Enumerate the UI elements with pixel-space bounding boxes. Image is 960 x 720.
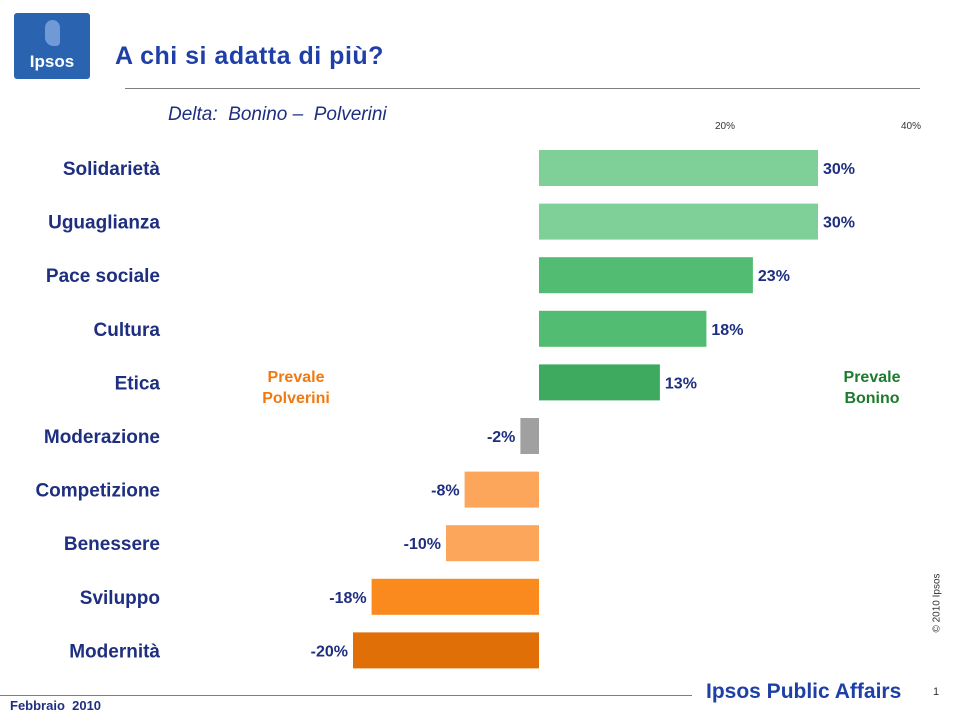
x-tick-label: 20%	[715, 121, 735, 132]
value-label: 13%	[665, 375, 697, 392]
annotation-label: Prevale	[268, 369, 325, 386]
page-number: 1	[933, 686, 940, 698]
annotation-label: Prevale	[844, 369, 901, 386]
category-label: Uguaglianza	[48, 213, 160, 234]
value-label: -10%	[404, 536, 441, 553]
value-label: 30%	[823, 215, 855, 232]
title-divider	[125, 88, 920, 89]
copyright-notice: © 2010 Ipsos	[931, 573, 943, 633]
ipsos-logo: Ipsos	[14, 13, 90, 79]
x-tick-label: 40%	[901, 121, 921, 132]
bar	[539, 203, 818, 240]
bar	[371, 578, 539, 615]
category-label: Solidarietà	[63, 159, 161, 180]
value-label: 18%	[711, 322, 743, 339]
value-label: -8%	[431, 483, 459, 500]
value-label: 23%	[758, 268, 790, 285]
brand-name: Ipsos Public Affairs	[706, 680, 902, 703]
bar	[539, 310, 707, 347]
category-label: Modernità	[69, 641, 160, 662]
footer-date: Febbraio 2010	[10, 698, 102, 713]
bar	[539, 150, 818, 186]
bar	[539, 257, 753, 294]
value-label: 30%	[823, 161, 855, 178]
bar	[520, 418, 539, 454]
logo-text: Ipsos	[29, 52, 75, 71]
annotation-label: Bonino	[844, 390, 899, 407]
category-label: Benessere	[64, 534, 160, 555]
footer-divider	[0, 695, 692, 696]
category-label: Etica	[115, 373, 161, 394]
bar	[464, 471, 539, 508]
category-label: Pace sociale	[46, 266, 160, 287]
bar	[539, 364, 660, 401]
category-label: Cultura	[94, 320, 161, 341]
category-label: Sviluppo	[80, 588, 160, 609]
category-label: Moderazione	[44, 427, 160, 448]
bar	[446, 525, 539, 562]
value-label: -2%	[487, 429, 515, 446]
value-label: -20%	[311, 643, 348, 660]
value-label: -18%	[329, 590, 366, 607]
head-silhouette-icon	[45, 20, 60, 46]
category-label: Competizione	[35, 481, 160, 502]
annotation-label: Polverini	[262, 390, 330, 407]
bar	[353, 632, 539, 669]
chart-subtitle: Delta: Bonino – Polverini	[168, 104, 387, 125]
page-title: A chi si adatta di più?	[115, 42, 384, 70]
